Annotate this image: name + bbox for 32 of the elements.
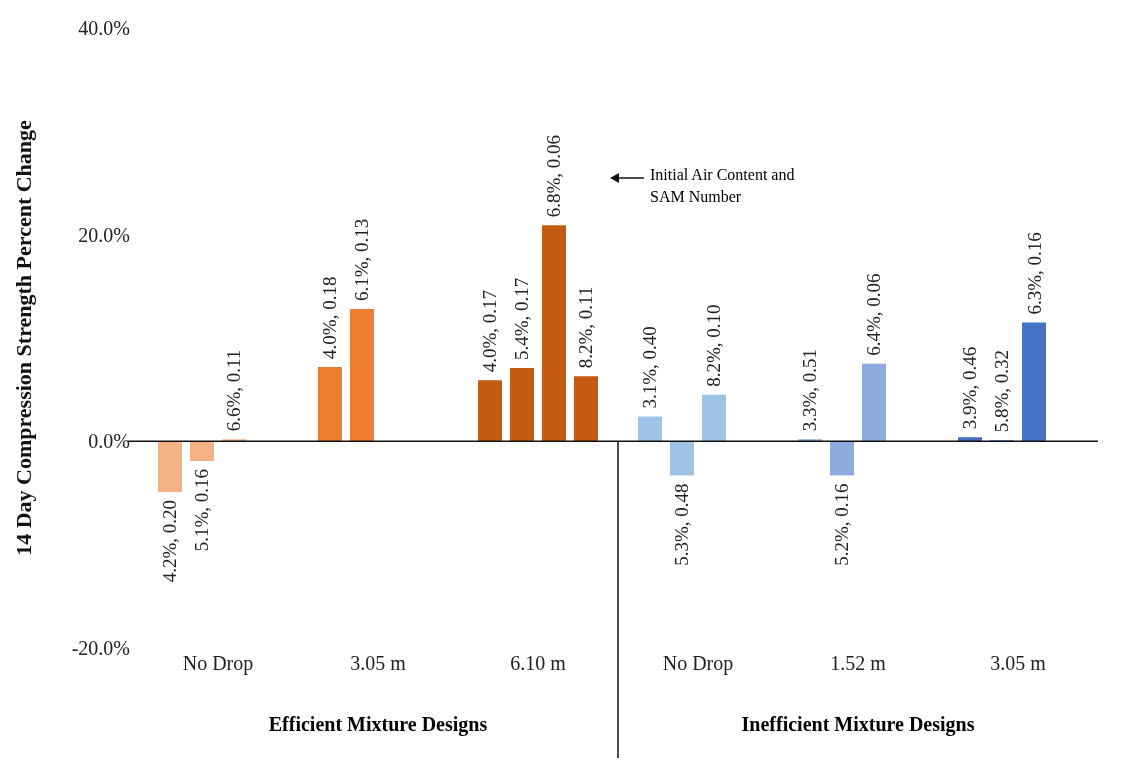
x-tick-label: No Drop [182, 652, 254, 676]
annotation: 6.8%, 0.06 [543, 135, 565, 218]
text: Efficient Mixture Designs [267, 713, 489, 736]
annotation: 6.3%, 0.16 [1023, 232, 1045, 315]
annotation: 8.2%, 0.11 [575, 286, 597, 369]
annotation: 5.3%, 0.48 [671, 483, 693, 566]
y-tick-label: -20.0% [71, 637, 130, 660]
x-tick-label: No Drop [662, 652, 734, 676]
annotation: 4.0%, 0.17 [479, 290, 501, 373]
x-tick-label: 3.05 m [990, 652, 1047, 675]
annotation: 3.1%, 0.40 [639, 326, 661, 409]
annotation: 5.1%, 0.16 [191, 468, 213, 552]
annotation: 4.0%, 0.18 [319, 276, 341, 359]
annotation: 6.4%, 0.06 [863, 273, 885, 356]
y-tick-label: 20.0% [78, 223, 130, 246]
annotation: 8.2%, 0.10 [703, 304, 725, 387]
annotation: 5.2%, 0.16 [831, 483, 853, 566]
annotation: 3.9%, 0.46 [959, 346, 981, 430]
annotation: 5.8%, 0.32 [991, 349, 1013, 433]
y-tick-label: 0.0% [88, 430, 130, 453]
annotation: Initial Air Content and SAM Number [650, 165, 796, 207]
x-tick-label: 1.52 m [830, 652, 887, 675]
text: Inefficient Mixture Designs [740, 713, 976, 736]
annotation: 3.3%, 0.51 [799, 348, 821, 432]
annotation: 6.1%, 0.13 [351, 218, 373, 302]
x-tick-label: 6.10 m [510, 652, 567, 675]
x-tick-label: 3.05 m [350, 652, 407, 675]
y-axis-title: 14 Day Compression Strength Percent Change [10, 119, 36, 556]
y-tick-label: 40.0% [78, 17, 130, 40]
annotation: 6.6%, 0.11 [223, 349, 245, 432]
annotation: 5.4%, 0.17 [511, 277, 533, 360]
annotation: 4.2%, 0.20 [159, 499, 181, 583]
